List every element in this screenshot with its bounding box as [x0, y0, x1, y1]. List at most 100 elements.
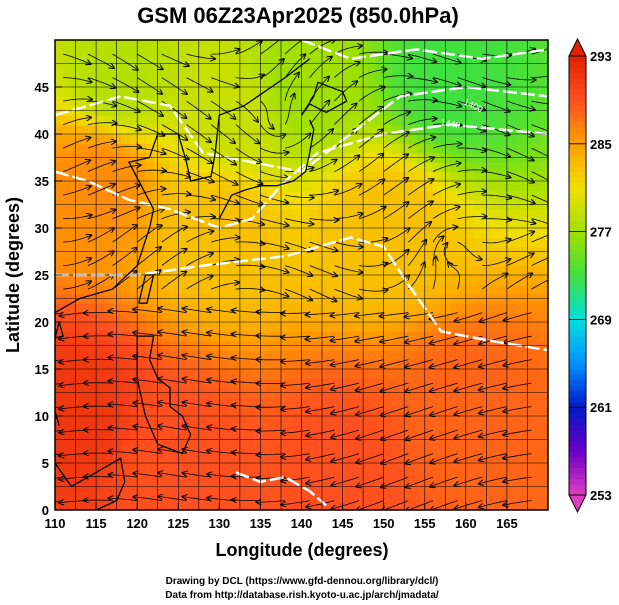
- streamline: [256, 501, 286, 503]
- field-cell: [391, 275, 401, 285]
- field-cell: [153, 87, 163, 97]
- field-cell: [490, 312, 500, 323]
- field-cell: [375, 228, 385, 238]
- field-cell: [96, 143, 105, 154]
- field-cell: [293, 284, 303, 295]
- field-cell: [63, 77, 73, 88]
- field-cell: [170, 190, 179, 201]
- colorbar-swatch: [569, 346, 586, 353]
- colorbar-swatch: [569, 357, 586, 364]
- field-cell: [71, 463, 81, 473]
- field-cell: [112, 378, 122, 389]
- field-cell: [416, 209, 426, 220]
- field-cell: [63, 331, 73, 342]
- field-cell: [506, 331, 516, 342]
- field-cell: [375, 369, 385, 379]
- field-cell: [55, 463, 64, 473]
- field-cell: [268, 472, 278, 483]
- field-cell: [375, 275, 385, 285]
- field-cell: [145, 228, 155, 238]
- field-cell: [211, 284, 220, 295]
- field-cell: [309, 463, 319, 473]
- field-cell: [285, 453, 294, 464]
- streamline: [432, 184, 460, 196]
- colorbar-swatch: [569, 242, 586, 249]
- field-cell: [334, 256, 344, 267]
- field-cell: [153, 369, 163, 379]
- field-cell: [137, 472, 146, 483]
- streamline: [479, 312, 508, 322]
- field-cell: [227, 171, 237, 182]
- field-cell: [506, 378, 516, 389]
- field-cell: [227, 162, 237, 173]
- field-cell: [71, 87, 81, 97]
- field-cell: [490, 331, 500, 342]
- streamline: [260, 218, 288, 226]
- streamline: [381, 476, 409, 487]
- field-cell: [227, 40, 237, 50]
- streamline: [331, 429, 360, 438]
- field-cell: [367, 190, 377, 201]
- field-cell: [268, 284, 278, 295]
- field-cell: [449, 425, 459, 436]
- field-cell: [128, 181, 138, 191]
- field-cell: [120, 134, 130, 144]
- field-cell: [153, 115, 163, 126]
- field-cell: [63, 218, 73, 229]
- field-cell: [424, 181, 434, 191]
- field-cell: [243, 256, 253, 267]
- field-cell: [120, 190, 130, 201]
- field-cell: [391, 463, 401, 473]
- field-cell: [539, 397, 548, 408]
- field-cell: [359, 284, 368, 295]
- field-cell: [531, 228, 541, 238]
- field-cell: [285, 209, 294, 220]
- field-cell: [416, 68, 426, 79]
- streamline: [408, 179, 433, 196]
- field-cell: [120, 209, 130, 220]
- field-cell: [202, 378, 212, 389]
- streamline: [356, 429, 384, 439]
- field-cell: [219, 444, 229, 455]
- field-cell: [145, 256, 155, 267]
- field-cell: [375, 68, 385, 79]
- field-cell: [153, 463, 163, 473]
- field-cell: [268, 124, 278, 135]
- field-cell: [334, 265, 344, 276]
- field-cell: [211, 134, 220, 144]
- field-cell: [55, 77, 64, 88]
- field-cell: [170, 425, 179, 436]
- streamline: [306, 359, 335, 364]
- field-cell: [55, 265, 64, 276]
- x-tick-label: 140: [291, 516, 313, 531]
- field-cell: [268, 265, 278, 276]
- field-cell: [96, 124, 105, 135]
- field-cell: [408, 378, 418, 389]
- field-cell: [490, 265, 500, 276]
- field-cell: [359, 312, 368, 323]
- field-cell: [490, 228, 500, 238]
- field-cell: [416, 463, 426, 473]
- field-cell: [317, 171, 327, 182]
- field-cell: [342, 181, 352, 191]
- field-cell: [96, 284, 105, 295]
- field-cell: [400, 96, 409, 107]
- field-cell: [96, 162, 105, 173]
- field-cell: [285, 406, 294, 417]
- field-cell: [260, 105, 270, 116]
- field-cell: [170, 162, 179, 173]
- field-cell: [186, 312, 196, 323]
- field-cell: [506, 181, 516, 191]
- streamline: [432, 53, 461, 63]
- field-cell: [252, 49, 262, 60]
- y-tick-label: 30: [35, 221, 49, 236]
- field-cell: [539, 218, 548, 229]
- field-cell: [211, 218, 220, 229]
- streamline: [331, 359, 360, 366]
- field-cell: [71, 331, 81, 342]
- field-cell: [137, 68, 146, 79]
- field-cell: [285, 284, 294, 295]
- field-cell: [465, 124, 475, 135]
- field-cell: [515, 463, 524, 473]
- field-cell: [227, 256, 237, 267]
